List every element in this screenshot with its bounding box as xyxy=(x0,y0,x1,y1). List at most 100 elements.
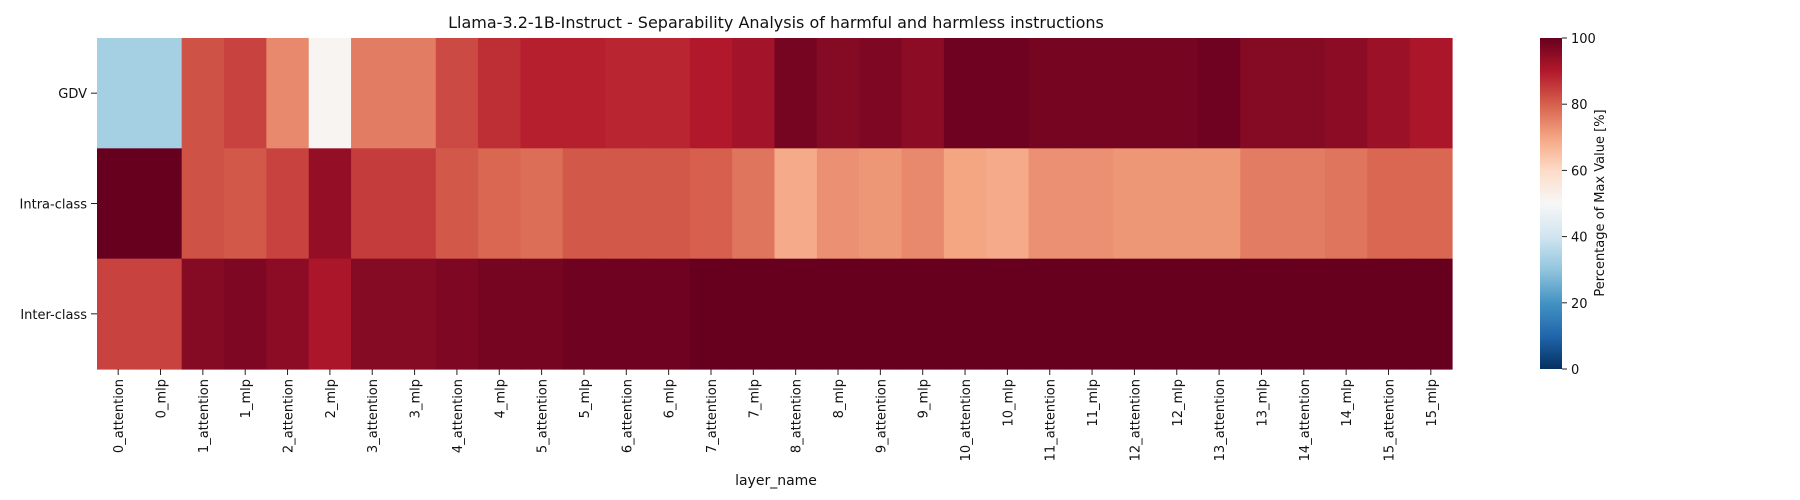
colorbar-tick-label: 20 xyxy=(1571,297,1588,312)
heatmap-cell xyxy=(393,258,437,370)
heatmap-cell xyxy=(943,38,987,149)
column-label: 7_mlp xyxy=(747,379,762,418)
heatmap-cell xyxy=(816,258,860,370)
heatmap-cell xyxy=(732,38,776,149)
column-label: 10_mlp xyxy=(1001,379,1016,427)
column-label: 11_attention xyxy=(1044,379,1059,461)
heatmap-cell xyxy=(859,258,903,370)
heatmap-cell xyxy=(816,148,860,260)
column-label: 1_mlp xyxy=(239,379,254,418)
heatmap-cell xyxy=(435,258,479,370)
heatmap-cell xyxy=(97,258,140,370)
column-label: 4_attention xyxy=(451,379,466,453)
heatmap-cell xyxy=(816,38,860,149)
heatmap-cell xyxy=(181,258,225,370)
heatmap-cell xyxy=(97,38,140,149)
column-label: 11_mlp xyxy=(1086,379,1101,427)
heatmap-cell xyxy=(901,148,945,260)
row-label: Inter-class xyxy=(20,308,87,323)
column-label: 8_attention xyxy=(790,379,805,453)
heatmap-cell xyxy=(1155,38,1199,149)
heatmap-cell xyxy=(478,148,522,260)
heatmap-cell xyxy=(181,38,225,149)
heatmap-cell xyxy=(1028,258,1072,370)
heatmap-cell xyxy=(605,148,649,260)
column-label: 0_mlp xyxy=(155,379,170,418)
column-label: 8_mlp xyxy=(832,379,847,418)
heatmap-cell xyxy=(986,258,1030,370)
heatmap-cell xyxy=(1367,258,1411,370)
heatmap-cell xyxy=(1070,38,1114,149)
heatmap-cell xyxy=(562,148,606,260)
heatmap-cell xyxy=(224,38,267,149)
heatmap-cell xyxy=(139,258,183,370)
colorbar-tick-label: 0 xyxy=(1571,363,1579,378)
heatmap-cell xyxy=(478,38,522,149)
heatmap-cell xyxy=(1409,148,1453,260)
colorbar-tick-label: 60 xyxy=(1571,164,1588,179)
heatmap-cell xyxy=(1409,258,1453,370)
heatmap-cell xyxy=(1324,148,1368,260)
heatmap-cell xyxy=(351,258,394,370)
heatmap-cell xyxy=(520,38,564,149)
column-label: 14_attention xyxy=(1298,379,1313,461)
heatmap-cell xyxy=(520,148,564,260)
heatmap-cell xyxy=(605,38,649,149)
heatmap-cell xyxy=(308,258,352,370)
heatmap-cell xyxy=(1070,258,1114,370)
column-label: 6_mlp xyxy=(663,379,678,418)
column-label: 5_mlp xyxy=(578,379,593,418)
column-label: 4_mlp xyxy=(493,379,508,418)
heatmap-cell xyxy=(689,258,733,370)
heatmap-cell xyxy=(1367,148,1411,260)
heatmap-cell xyxy=(986,148,1030,260)
heatmap-cell xyxy=(266,258,310,370)
column-label: 9_attention xyxy=(874,379,889,453)
heatmap-cell xyxy=(308,148,352,260)
heatmap-cell xyxy=(986,38,1030,149)
heatmap-cell xyxy=(139,148,183,260)
column-label: 1_attention xyxy=(197,379,212,453)
heatmap-cell xyxy=(689,148,733,260)
heatmap-cell xyxy=(1324,258,1368,370)
heatmap-cell xyxy=(647,38,691,149)
heatmap-cell xyxy=(435,38,479,149)
heatmap-cell xyxy=(774,148,818,260)
heatmap-cell xyxy=(647,258,691,370)
heatmap-cell xyxy=(1282,148,1326,260)
heatmap-cell xyxy=(1324,38,1368,149)
row-label: Intra-class xyxy=(20,198,88,213)
heatmap-cell xyxy=(351,148,394,260)
heatmap-cell xyxy=(1197,258,1241,370)
chart-title: Llama-3.2-1B-Instruct - Separability Ana… xyxy=(448,13,1104,32)
heatmap-cell xyxy=(562,38,606,149)
heatmap-cell xyxy=(562,258,606,370)
column-label: 13_mlp xyxy=(1255,379,1270,427)
heatmap-cell xyxy=(1155,258,1199,370)
column-label: 2_attention xyxy=(282,379,297,453)
heatmap-cell xyxy=(520,258,564,370)
colorbar-ticks: 0 20 40 60 80 100 xyxy=(1562,32,1596,378)
heatmap-cell xyxy=(1113,148,1157,260)
heatmap-cell xyxy=(1113,258,1157,370)
heatmap-cell xyxy=(1367,38,1411,149)
heatmap-cell xyxy=(435,148,479,260)
heatmap-cell xyxy=(774,38,818,149)
heatmap-cell xyxy=(266,38,310,149)
heatmap-cell xyxy=(1028,38,1072,149)
heatmap-cell xyxy=(943,148,987,260)
heatmap-cell xyxy=(859,148,903,260)
heatmap-cell xyxy=(351,38,394,149)
heatmap-cell xyxy=(859,38,903,149)
heatmap-cell xyxy=(774,258,818,370)
column-label: 5_attention xyxy=(536,379,551,453)
heatmap-cell xyxy=(1028,148,1072,260)
heatmap-cell xyxy=(901,38,945,149)
heatmap-cell xyxy=(224,258,267,370)
heatmap-cell xyxy=(181,148,225,260)
colorbar-tick-label: 40 xyxy=(1571,231,1588,246)
heatmap-cell xyxy=(478,258,522,370)
heatmap-cell xyxy=(943,258,987,370)
column-label: 3_attention xyxy=(366,379,381,453)
